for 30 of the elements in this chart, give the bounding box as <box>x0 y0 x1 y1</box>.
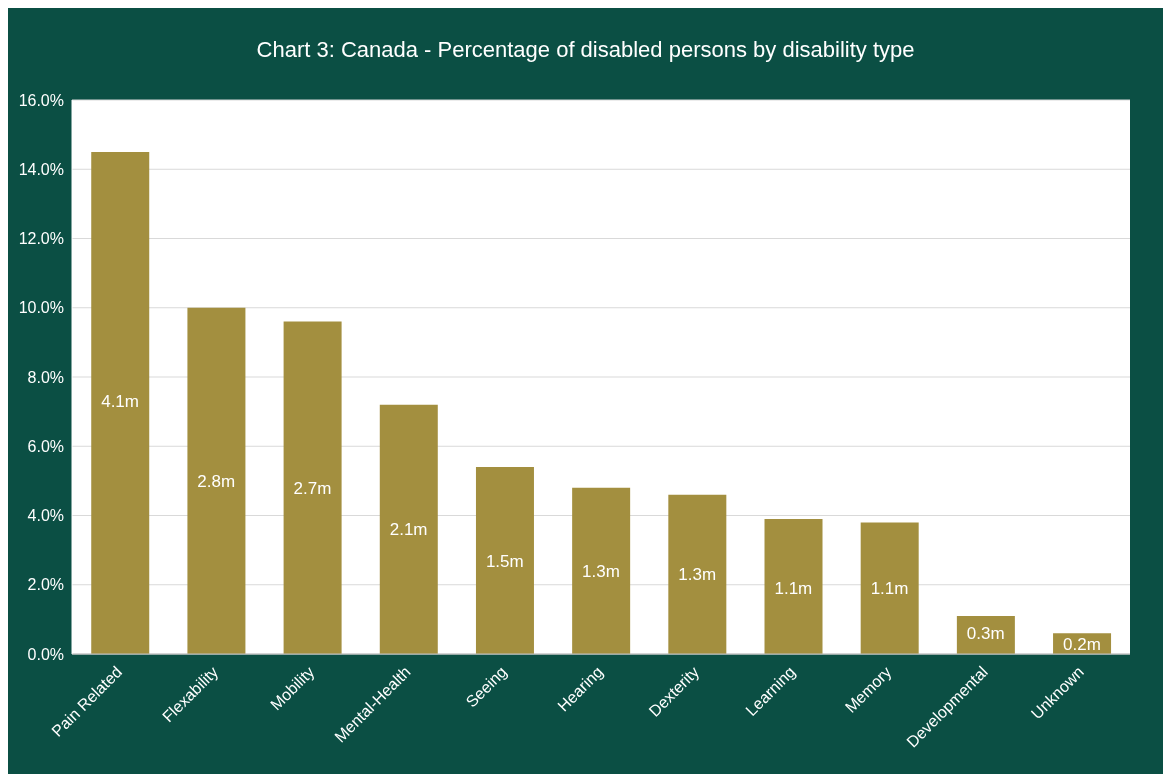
y-tick-label: 12.0% <box>18 230 64 248</box>
y-tick-label: 16.0% <box>18 91 64 109</box>
bar <box>764 518 823 654</box>
bar <box>187 307 246 654</box>
chart-title: Chart 3: Canada - Percentage of disabled persons by disability type <box>255 36 916 64</box>
annotation: 1.1m <box>870 579 909 599</box>
annotation: 2.8m <box>197 471 236 491</box>
y-tick-label: 6.0% <box>27 437 64 455</box>
y-tick-label: 10.0% <box>18 299 64 317</box>
bar <box>283 321 342 654</box>
bar <box>475 467 534 654</box>
annotation: 1.1m <box>774 579 813 599</box>
bar <box>860 522 919 654</box>
y-tick-label: 8.0% <box>27 368 64 386</box>
bar <box>91 151 150 654</box>
y-tick-label: 4.0% <box>27 507 64 525</box>
annotation: 0.2m <box>1063 634 1101 654</box>
annotation: 1.3m <box>678 565 717 585</box>
bar <box>572 487 631 654</box>
y-tick-label: 2.0% <box>27 576 64 594</box>
annotation: 1.5m <box>485 551 524 571</box>
annotation: 0.3m <box>966 624 1005 644</box>
y-tick-label: 14.0% <box>18 160 64 178</box>
annotation: 1.3m <box>582 561 620 581</box>
bar <box>379 404 438 654</box>
annotation: 2.1m <box>389 520 428 540</box>
bar <box>668 494 727 654</box>
y-tick-label: 0.0% <box>27 645 64 663</box>
annotation: 4.1m <box>101 392 139 412</box>
annotation: 2.7m <box>293 478 332 498</box>
